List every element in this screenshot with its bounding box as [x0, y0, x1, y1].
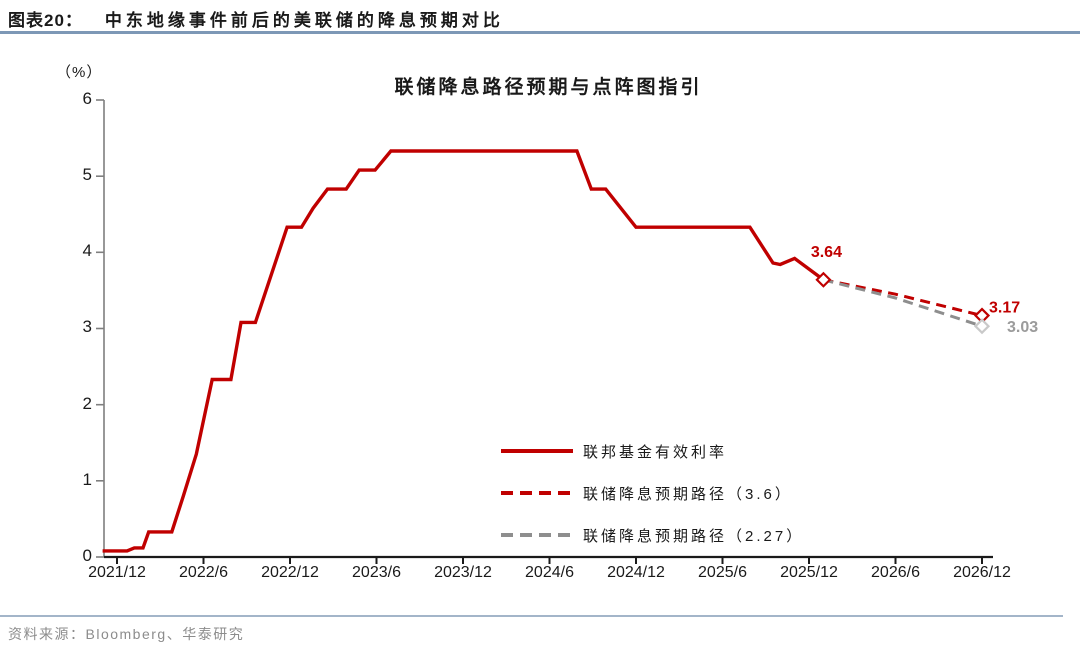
figure-title: 中东地缘事件前后的美联储的降息预期对比: [104, 11, 504, 30]
dashed-line-swatch: [501, 533, 573, 537]
x-tick-label: 2024/6: [525, 564, 574, 581]
legend-label: 联储降息预期路径（3.6）: [583, 485, 793, 503]
y-tick-label: 1: [82, 469, 92, 489]
y-tick-label: 0: [82, 546, 92, 565]
x-tick-label: 2023/12: [434, 564, 492, 581]
y-axis-unit-label: （%）: [56, 64, 103, 81]
series-line-0: [102, 149, 825, 553]
figure-number: 图表20：: [8, 11, 83, 30]
marker-diamond: [815, 271, 832, 288]
figure-header: 图表20： 中东地缘事件前后的美联储的降息预期对比: [8, 6, 504, 31]
x-tick-label: 2025/12: [780, 564, 838, 581]
chart-legend: 联邦基金有效利率联储降息预期路径（3.6） 联储降息预期路径（2.27）: [501, 430, 804, 556]
series-line-2: [823, 278, 983, 328]
source-note: 资料来源：Bloomberg、华泰研究: [8, 626, 245, 642]
x-tick-label: 2022/6: [179, 564, 228, 581]
y-tick-label: 3: [82, 317, 92, 337]
marker-diamond: [973, 318, 991, 335]
legend-label: 联邦基金有效利率: [583, 443, 728, 461]
legend-item: 联储降息预期路径（3.6）: [501, 472, 804, 514]
data-label: 3.64: [811, 244, 842, 261]
x-tick-label: 2022/12: [261, 564, 319, 581]
x-tick-label: 2026/12: [953, 564, 1011, 581]
legend-label: 联储降息预期路径（2.27）: [583, 527, 805, 545]
legend-item: 联储降息预期路径（2.27）: [501, 514, 804, 556]
chart-title: 联储降息路径预期与点阵图指引: [394, 77, 703, 98]
y-tick-label: 6: [82, 88, 92, 108]
dashed-line-swatch: [501, 491, 573, 495]
y-tick-label: 4: [82, 241, 92, 261]
y-tick-label: 2: [82, 393, 92, 413]
x-tick-label: 2024/12: [607, 564, 665, 581]
x-tick-label: 2026/6: [871, 564, 920, 581]
x-tick-label: 2025/6: [698, 564, 747, 581]
legend-item: 联邦基金有效利率: [501, 430, 804, 472]
x-tick-label: 2021/12: [88, 564, 146, 581]
header-divider: [0, 31, 1080, 34]
x-tick-label: 2023/6: [352, 564, 401, 581]
data-label: 3.03: [1007, 319, 1038, 336]
solid-line-swatch: [501, 449, 573, 453]
data-label: 3.17: [989, 300, 1020, 317]
y-tick-label: 5: [82, 165, 92, 185]
footer-divider: [0, 615, 1063, 617]
